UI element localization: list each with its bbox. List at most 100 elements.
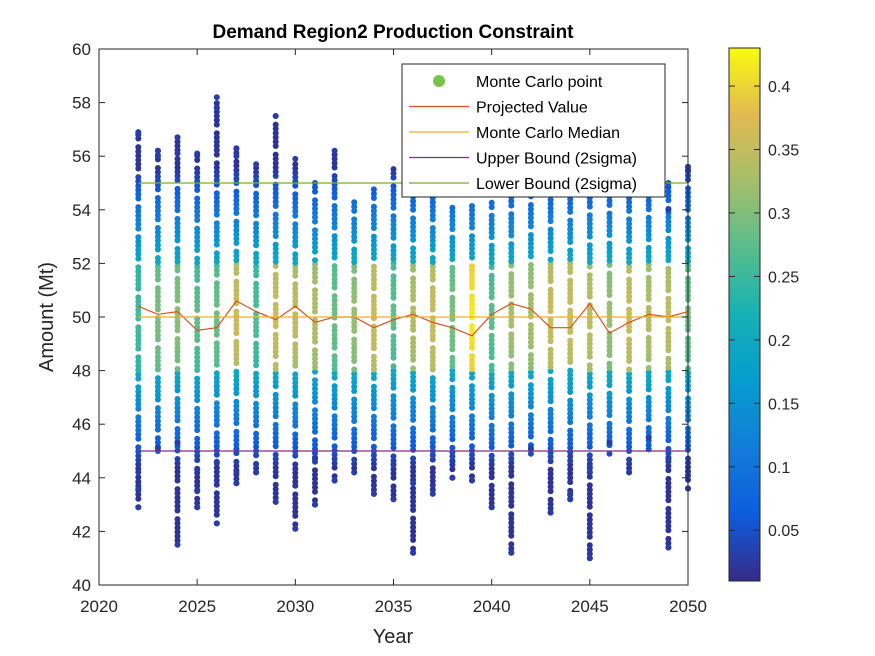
monte-carlo-point <box>586 259 593 266</box>
monte-carlo-point <box>508 378 515 385</box>
monte-carlo-point <box>547 389 554 396</box>
monte-carlo-point <box>390 474 397 481</box>
monte-carlo-point <box>370 405 377 412</box>
monte-carlo-outlier <box>429 490 436 497</box>
monte-carlo-point <box>292 174 299 181</box>
monte-carlo-point <box>194 457 201 464</box>
monte-carlo-point <box>508 344 515 350</box>
monte-carlo-point <box>508 404 515 410</box>
monte-carlo-point <box>547 226 554 233</box>
monte-carlo-point <box>527 206 534 213</box>
monte-carlo-point <box>272 460 279 467</box>
monte-carlo-point <box>272 378 279 385</box>
monte-carlo-point <box>213 194 220 201</box>
monte-carlo-point <box>469 267 475 274</box>
monte-carlo-point <box>429 229 436 236</box>
monte-carlo-point <box>488 452 495 459</box>
monte-carlo-point <box>488 465 495 472</box>
monte-carlo-point <box>508 249 515 256</box>
monte-carlo-outlier <box>194 504 201 511</box>
monte-carlo-point <box>213 288 220 295</box>
monte-carlo-point <box>665 488 672 495</box>
monte-carlo-point <box>253 233 260 240</box>
monte-carlo-point <box>351 327 358 334</box>
monte-carlo-point <box>469 271 475 278</box>
monte-carlo-point <box>606 270 613 277</box>
monte-carlo-point <box>586 212 593 219</box>
monte-carlo-point <box>469 297 475 304</box>
monte-carlo-point <box>233 197 240 204</box>
monte-carlo-point <box>390 363 397 370</box>
monte-carlo-point <box>272 486 279 493</box>
monte-carlo-point <box>292 478 299 485</box>
monte-carlo-point <box>272 245 279 252</box>
monte-carlo-point <box>194 225 201 232</box>
monte-carlo-point <box>429 353 436 360</box>
monte-carlo-point <box>253 259 260 266</box>
monte-carlo-point <box>135 427 142 434</box>
monte-carlo-point <box>449 221 456 228</box>
monte-carlo-point <box>429 272 436 279</box>
monte-carlo-point <box>370 237 377 244</box>
monte-carlo-point <box>508 472 515 479</box>
monte-carlo-point <box>410 374 417 380</box>
monte-carlo-point <box>547 329 554 336</box>
monte-carlo-point <box>312 424 318 431</box>
monte-carlo-point <box>213 443 220 450</box>
monte-carlo-point <box>194 242 201 249</box>
monte-carlo-point <box>272 323 279 330</box>
monte-carlo-point <box>194 452 201 459</box>
monte-carlo-point <box>233 390 240 397</box>
monte-carlo-point <box>272 353 279 360</box>
monte-carlo-point <box>390 341 397 348</box>
monte-carlo-point <box>331 271 338 278</box>
monte-carlo-point <box>606 214 613 221</box>
monte-carlo-point <box>665 265 672 272</box>
monte-carlo-point <box>606 339 613 346</box>
monte-carlo-point <box>429 392 436 399</box>
monte-carlo-point <box>488 397 495 404</box>
monte-carlo-point <box>469 203 475 209</box>
monte-carlo-point <box>586 220 593 227</box>
monte-carlo-point <box>272 408 279 415</box>
monte-carlo-point <box>567 389 574 395</box>
monte-carlo-point <box>312 248 318 255</box>
monte-carlo-point <box>410 339 417 346</box>
monte-carlo-point <box>626 246 633 253</box>
monte-carlo-point <box>645 219 652 226</box>
monte-carlo-point <box>586 349 593 356</box>
monte-carlo-point <box>449 419 456 426</box>
monte-carlo-point <box>449 359 456 365</box>
monte-carlo-point <box>390 264 397 271</box>
monte-carlo-point <box>331 421 338 428</box>
monte-carlo-point <box>135 431 142 438</box>
monte-carlo-point <box>351 426 358 433</box>
monte-carlo-point <box>390 290 397 297</box>
monte-carlo-point <box>253 362 260 369</box>
monte-carlo-point <box>370 413 377 420</box>
monte-carlo-outlier <box>213 458 220 465</box>
monte-carlo-point <box>586 203 593 210</box>
monte-carlo-outlier <box>233 469 240 476</box>
monte-carlo-point <box>292 268 299 275</box>
monte-carlo-point <box>508 502 515 509</box>
monte-carlo-point <box>488 217 495 223</box>
monte-carlo-point <box>449 234 456 241</box>
monte-carlo-point <box>213 177 220 184</box>
monte-carlo-point <box>233 240 240 246</box>
monte-carlo-point <box>469 421 475 428</box>
monte-carlo-point <box>351 379 358 386</box>
monte-carlo-point <box>253 225 260 231</box>
monte-carlo-point <box>410 502 417 509</box>
legend-label: Projected Value <box>476 100 588 117</box>
monte-carlo-point <box>154 169 161 176</box>
monte-carlo-point <box>154 362 161 369</box>
y-axis-label: Amount (Mt) <box>36 262 58 372</box>
monte-carlo-point <box>665 338 672 345</box>
monte-carlo-point <box>174 185 181 192</box>
monte-carlo-point <box>331 443 338 450</box>
monte-carlo-point <box>292 500 299 506</box>
monte-carlo-point <box>174 498 181 505</box>
monte-carlo-point <box>370 392 377 399</box>
monte-carlo-point <box>606 425 613 431</box>
